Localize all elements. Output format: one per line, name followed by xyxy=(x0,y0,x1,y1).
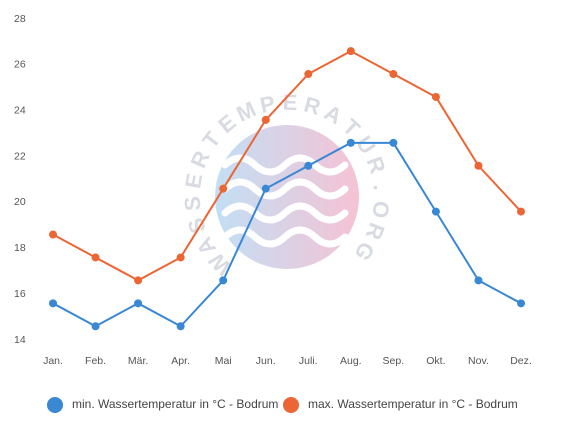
watermark-letter: R xyxy=(301,92,323,120)
watermark-letter: E xyxy=(180,172,207,191)
x-tick-label: Juli. xyxy=(299,355,318,367)
y-tick-label: 24 xyxy=(14,104,26,116)
watermark-letter: E xyxy=(282,90,297,115)
data-point[interactable] xyxy=(474,161,483,170)
watermark-letter: U xyxy=(351,131,381,158)
data-point[interactable] xyxy=(91,322,100,331)
legend-item-max[interactable]: max. Wassertemperatur in °C - Bodrum xyxy=(283,397,518,413)
y-tick-label: 28 xyxy=(14,13,26,25)
x-tick-label: Mai xyxy=(215,355,232,367)
data-point[interactable] xyxy=(261,184,270,193)
data-point[interactable] xyxy=(49,299,57,308)
data-point[interactable] xyxy=(219,184,228,193)
watermark-letter: G xyxy=(349,237,379,265)
data-point[interactable] xyxy=(389,138,398,147)
y-tick-label: 16 xyxy=(14,288,26,300)
x-tick-label: Okt. xyxy=(426,355,445,367)
y-tick-label: 22 xyxy=(14,150,26,162)
watermark-letter: R xyxy=(361,219,390,243)
watermark-letter: R xyxy=(185,147,214,172)
legend-label: max. Wassertemperatur in °C - Bodrum xyxy=(308,397,518,411)
legend-marker xyxy=(47,397,63,413)
watermark-letter: R xyxy=(362,153,391,177)
watermark-letter: T xyxy=(197,127,225,153)
data-point[interactable] xyxy=(517,207,525,216)
series-line xyxy=(52,141,522,328)
y-tick-label: 26 xyxy=(14,59,26,71)
x-axis: Jan. Feb. Mär. Apr. Mai Jun. Juli. Aug. Sep. Okt.… xyxy=(43,355,532,367)
watermark-letter: A xyxy=(320,100,346,130)
watermark-letter: S xyxy=(180,195,206,211)
data-point[interactable] xyxy=(134,299,143,308)
watermark-letter: M xyxy=(233,96,260,126)
watermark-wave-1 xyxy=(221,154,349,176)
watermark-wave-3 xyxy=(221,202,349,224)
legend: min. Wassertemperatur in °C - Bodrum max.… xyxy=(47,397,518,413)
data-point[interactable] xyxy=(134,276,143,285)
data-point[interactable] xyxy=(219,276,228,285)
series-min xyxy=(49,138,525,331)
y-tick-label: 20 xyxy=(14,196,26,208)
watermark-letter: . xyxy=(368,183,394,192)
x-tick-label: Aug. xyxy=(340,355,362,367)
data-point[interactable] xyxy=(91,253,100,262)
watermark-wave-2 xyxy=(221,178,349,200)
data-point[interactable] xyxy=(261,115,270,124)
legend-marker xyxy=(283,397,299,413)
x-tick-label: Nov. xyxy=(468,355,489,367)
watermark-letter: O xyxy=(367,199,394,219)
x-tick-label: Jan. xyxy=(43,355,63,367)
x-tick-label: Jun. xyxy=(256,355,276,367)
legend-item-min[interactable]: min. Wassertemperatur in °C - Bodrum xyxy=(47,397,278,413)
data-point[interactable] xyxy=(304,70,313,79)
series-layer xyxy=(49,47,525,331)
data-point[interactable] xyxy=(431,92,440,101)
y-axis: 14 16 18 20 22 24 26 28 xyxy=(14,13,26,346)
series-line xyxy=(52,50,522,282)
x-tick-label: Apr. xyxy=(171,355,190,367)
y-tick-label: 14 xyxy=(14,334,26,346)
data-point[interactable] xyxy=(389,70,398,79)
data-point[interactable] xyxy=(431,207,440,216)
watermark-letter: P xyxy=(258,91,278,118)
data-point[interactable] xyxy=(346,47,355,56)
legend-label: min. Wassertemperatur in °C - Bodrum xyxy=(72,397,278,411)
data-point[interactable] xyxy=(176,253,185,262)
x-tick-label: Feb. xyxy=(85,355,106,367)
x-tick-label: Sep. xyxy=(383,355,405,367)
series-max xyxy=(49,47,525,285)
data-point[interactable] xyxy=(176,322,185,331)
x-tick-label: Mär. xyxy=(128,355,148,367)
data-point[interactable] xyxy=(49,230,57,239)
data-point[interactable] xyxy=(304,161,313,170)
data-point[interactable] xyxy=(474,276,483,285)
x-tick-label: Dez. xyxy=(510,355,532,367)
data-point[interactable] xyxy=(346,138,355,147)
y-tick-label: 18 xyxy=(14,242,26,254)
data-point[interactable] xyxy=(517,299,525,308)
